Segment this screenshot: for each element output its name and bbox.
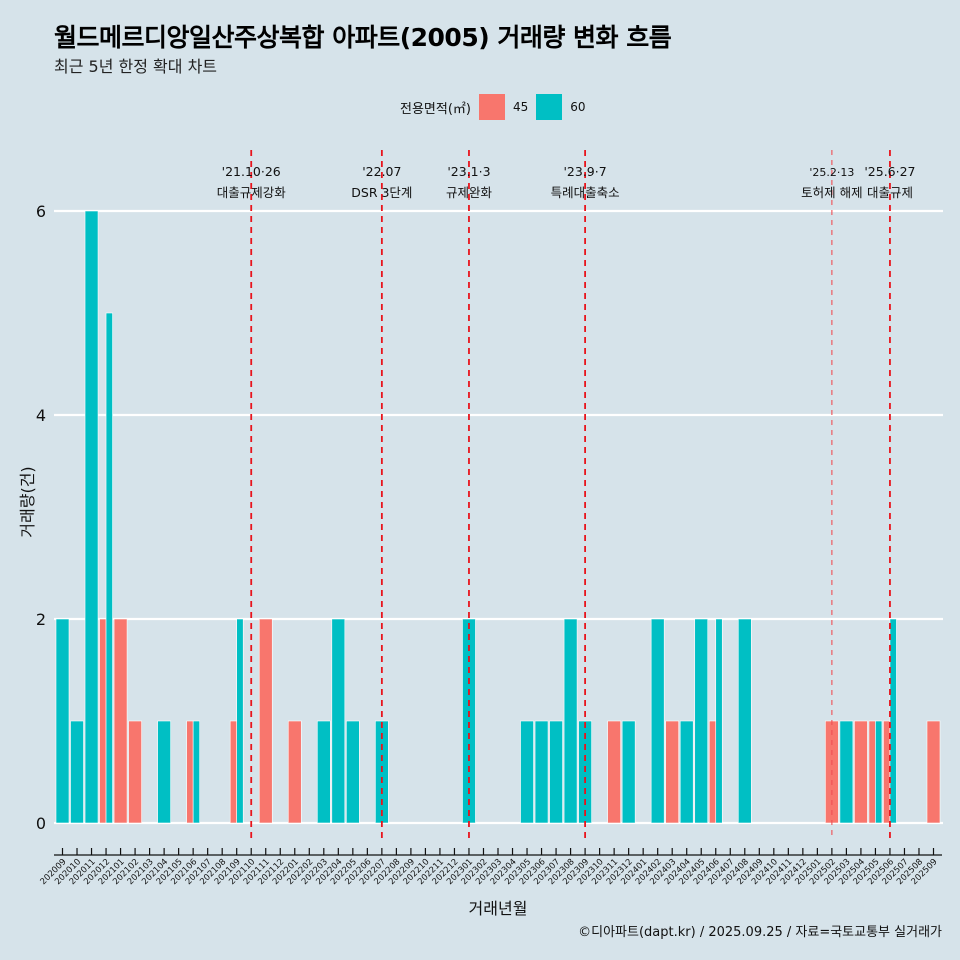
- legend-title: 전용면적(㎡): [400, 101, 471, 117]
- bar-202009-60: [55, 618, 70, 824]
- event-date-label: '25.2·13: [809, 166, 854, 179]
- y-tick-label: 4: [36, 406, 46, 425]
- bar-202201-45: [287, 720, 302, 824]
- bar-202205-60: [346, 720, 360, 824]
- bar-202204-60: [331, 618, 346, 824]
- event-date-label: '23.9·7: [563, 164, 606, 179]
- bar-202506-60: [889, 618, 897, 824]
- legend-label-45: 45: [512, 100, 529, 114]
- bar-202312-60: [621, 720, 636, 824]
- bar-202408-60: [737, 618, 752, 824]
- x-axis-title: 거래년월: [469, 899, 528, 918]
- bar-202506-45: [883, 720, 891, 824]
- event-desc-label: 토허제 해제: [801, 185, 862, 200]
- bars: [55, 210, 941, 824]
- y-tick-label: 0: [36, 814, 46, 833]
- event-desc-label: 대출규제: [867, 185, 913, 200]
- bar-202203-60: [316, 720, 331, 824]
- event-date-label: '25.6·27: [864, 164, 915, 179]
- bar-202012-60: [105, 312, 113, 824]
- y-tick-label: 2: [36, 610, 46, 629]
- bar-202406-45: [708, 720, 717, 824]
- event-desc-label: 특례대출축소: [551, 185, 620, 200]
- bar-202403-45: [665, 720, 680, 824]
- x-axis: 2020092020102020112020122021012021022021…: [39, 848, 942, 887]
- event-date-label: '22.07: [362, 164, 401, 179]
- source-caption: ©디아파트(dapt.kr) / 2025.09.25 / 자료=국토교통부 실…: [578, 925, 942, 940]
- bar-202505-60: [875, 720, 883, 824]
- bar-202109-45: [229, 720, 237, 824]
- bar-202106-45: [186, 720, 194, 824]
- bar-202504-45: [854, 720, 868, 824]
- bar-202102-45: [128, 720, 142, 824]
- event-desc-label: 규제완화: [446, 185, 493, 200]
- bar-202402-60: [650, 618, 665, 824]
- bar-202505-45: [868, 720, 876, 824]
- bar-202509-45: [926, 720, 941, 824]
- legend: 전용면적(㎡) 45 60: [400, 93, 594, 121]
- event-desc-label: DSR 3단계: [351, 185, 412, 200]
- legend-label-60: 60: [570, 100, 586, 114]
- bar-202305-60: [520, 720, 534, 824]
- bar-202012-45: [99, 618, 107, 824]
- chart-title: 월드메르디앙일산주상복합 아파트(2005) 거래량 변화 흐름: [54, 23, 672, 52]
- bar-202503-60: [839, 720, 854, 824]
- gridlines: [54, 209, 943, 825]
- event-desc-label: 대출규제강화: [217, 185, 287, 200]
- bar-202311-45: [607, 720, 621, 824]
- y-axis-title: 거래량(건): [18, 466, 37, 537]
- event-date-label: '23.1·3: [447, 164, 490, 179]
- bar-202307-60: [549, 720, 563, 824]
- bar-202111-45: [258, 618, 273, 824]
- bar-202011-60: [84, 210, 99, 824]
- bar-202104-60: [157, 720, 171, 824]
- event-lines: '21.10·26 대출규제강화 '22.07 DSR 3단계 '23.1·3 규제완화 '…: [217, 150, 916, 840]
- bar-202306-60: [534, 720, 549, 824]
- chart-subtitle: 최근 5년 한정 확대 차트: [54, 57, 218, 76]
- bar-202404-60: [679, 720, 694, 824]
- y-tick-label: 6: [36, 202, 46, 221]
- bar-202405-60: [694, 618, 709, 824]
- bar-202109-60: [236, 618, 244, 824]
- legend-key-45: [478, 94, 505, 120]
- bar-202106-60: [192, 720, 200, 824]
- bar-202010-60: [70, 720, 84, 824]
- bar-202406-60: [715, 618, 723, 824]
- legend-key-60: [536, 94, 563, 120]
- event-date-label: '21.10·26: [222, 164, 281, 179]
- bar-202308-60: [563, 618, 578, 824]
- y-axis: 0 2 4 6: [36, 202, 46, 833]
- bar-202101-45: [113, 618, 128, 824]
